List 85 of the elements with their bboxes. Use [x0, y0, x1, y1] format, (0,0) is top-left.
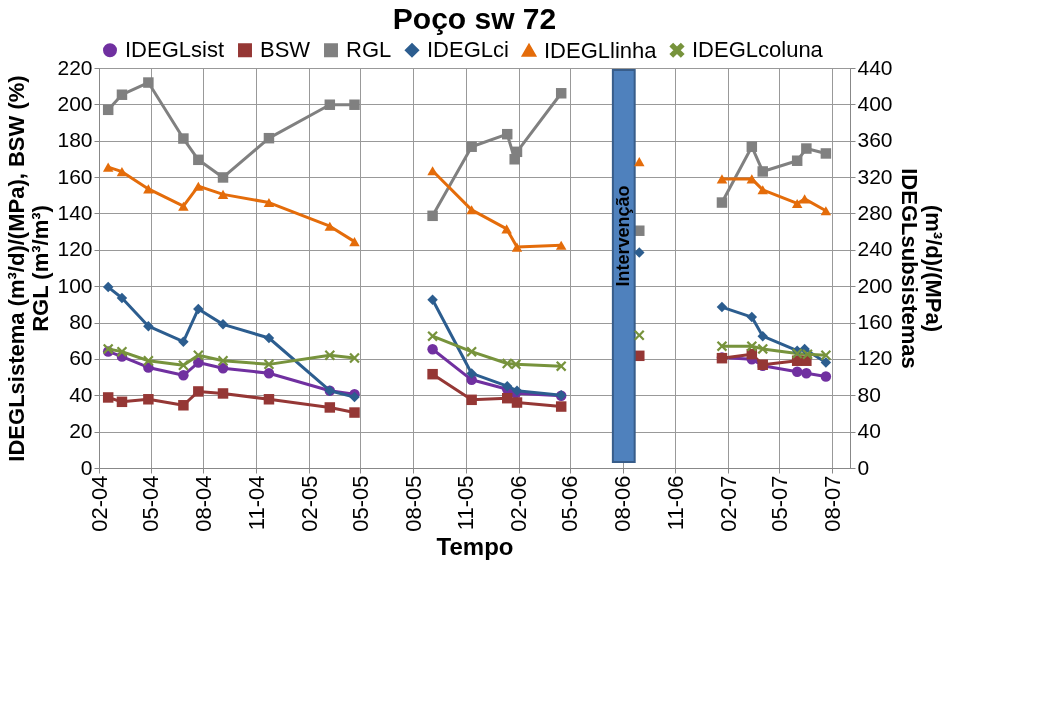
x-tick-label: 11-05 — [453, 475, 479, 531]
legend-label: IDEGLcoluna — [692, 37, 824, 63]
point — [324, 350, 336, 361]
x-axis-title: Tempo — [436, 532, 514, 560]
legend-label: IDEGLlinha — [544, 37, 658, 63]
y-tick-label: 160 — [57, 164, 93, 188]
x-tick-label: 08-04 — [191, 475, 216, 532]
y-axis-title: IDEGLsistema (m³/d)/(MPa), BSW (%) RGL (m³/m³) — [4, 75, 54, 462]
point — [217, 388, 229, 399]
x-tick-label: 05-07 — [766, 475, 792, 532]
point — [178, 400, 189, 411]
y-tick-label: 40 — [69, 382, 93, 406]
chart-title: Poço sw 72 — [392, 2, 557, 35]
y2-tick-label: 80 — [857, 382, 881, 406]
point — [349, 99, 360, 110]
point — [116, 89, 128, 100]
point — [349, 407, 360, 418]
point — [143, 355, 154, 366]
y-tick-label: 140 — [57, 200, 93, 224]
y2-tick-label: 320 — [857, 164, 893, 188]
point — [116, 396, 128, 408]
x-tick-label: 08-07 — [819, 475, 845, 532]
point — [143, 394, 154, 405]
point — [217, 319, 229, 330]
y2-tick-label: 0 — [857, 455, 870, 479]
point — [634, 157, 645, 167]
point — [116, 346, 128, 357]
x-tick-label: 02-06 — [506, 475, 532, 532]
point — [102, 281, 114, 293]
y2-axis-title: (m³/d)/(MPa) IDEGLsubsistemas — [896, 168, 946, 369]
point — [324, 402, 336, 413]
point — [263, 132, 275, 144]
legend-label: IDEGLci — [427, 37, 509, 63]
y-tick-label: 220 — [57, 55, 93, 79]
point — [634, 330, 645, 341]
point — [217, 355, 229, 366]
y2-tick-label: 280 — [857, 200, 893, 224]
y-tick-label: 20 — [69, 419, 93, 443]
y2-tick-label: 120 — [857, 346, 893, 370]
x-tick-label: 05-06 — [557, 475, 583, 532]
y-tick-label: 60 — [69, 346, 93, 370]
point — [116, 292, 128, 304]
point — [178, 133, 189, 144]
y2-tick-label: 240 — [857, 237, 893, 261]
y-tick-label: 180 — [57, 128, 93, 152]
point — [324, 99, 336, 110]
point — [102, 392, 114, 403]
y-tick-label: 120 — [57, 237, 93, 261]
point — [102, 104, 114, 116]
point — [178, 336, 189, 347]
y2-tick-label: 400 — [857, 91, 893, 115]
y2-tick-label: 40 — [857, 419, 881, 443]
x-tick-label: 11-04 — [243, 475, 269, 531]
y-tick-label: 200 — [57, 91, 93, 115]
x-tick-label: 02-07 — [715, 475, 741, 532]
point — [263, 359, 275, 370]
legend-label: IDEGLsist — [125, 37, 225, 63]
point — [178, 360, 189, 371]
y2-tick-label: 440 — [857, 55, 893, 79]
point — [263, 332, 275, 344]
point — [143, 77, 154, 88]
legend-label: RGL — [346, 37, 392, 63]
point — [634, 247, 645, 258]
point — [193, 386, 204, 397]
point — [143, 320, 154, 332]
point — [193, 154, 204, 166]
point — [263, 394, 275, 405]
point — [193, 303, 204, 315]
x-tick-label: 02-05 — [296, 475, 322, 532]
x-tick-label: 08-06 — [610, 475, 636, 532]
x-tick-label: 05-04 — [138, 475, 164, 532]
x-tick-label: 11-06 — [662, 475, 688, 531]
point — [193, 350, 204, 361]
y2-tick-label: 160 — [857, 310, 893, 334]
x-tick-label: 08-05 — [400, 475, 426, 532]
point — [349, 352, 360, 364]
y2-tick-label: 360 — [857, 128, 893, 152]
band-label: Intervenção — [612, 185, 633, 287]
y2-tick-label: 200 — [857, 273, 893, 297]
point — [263, 368, 275, 379]
legend-label: BSW — [260, 37, 311, 63]
x-tick-label: 05-05 — [347, 475, 373, 532]
y-tick-label: 80 — [69, 310, 93, 334]
point — [178, 370, 189, 381]
y-tick-label: 100 — [57, 273, 93, 297]
